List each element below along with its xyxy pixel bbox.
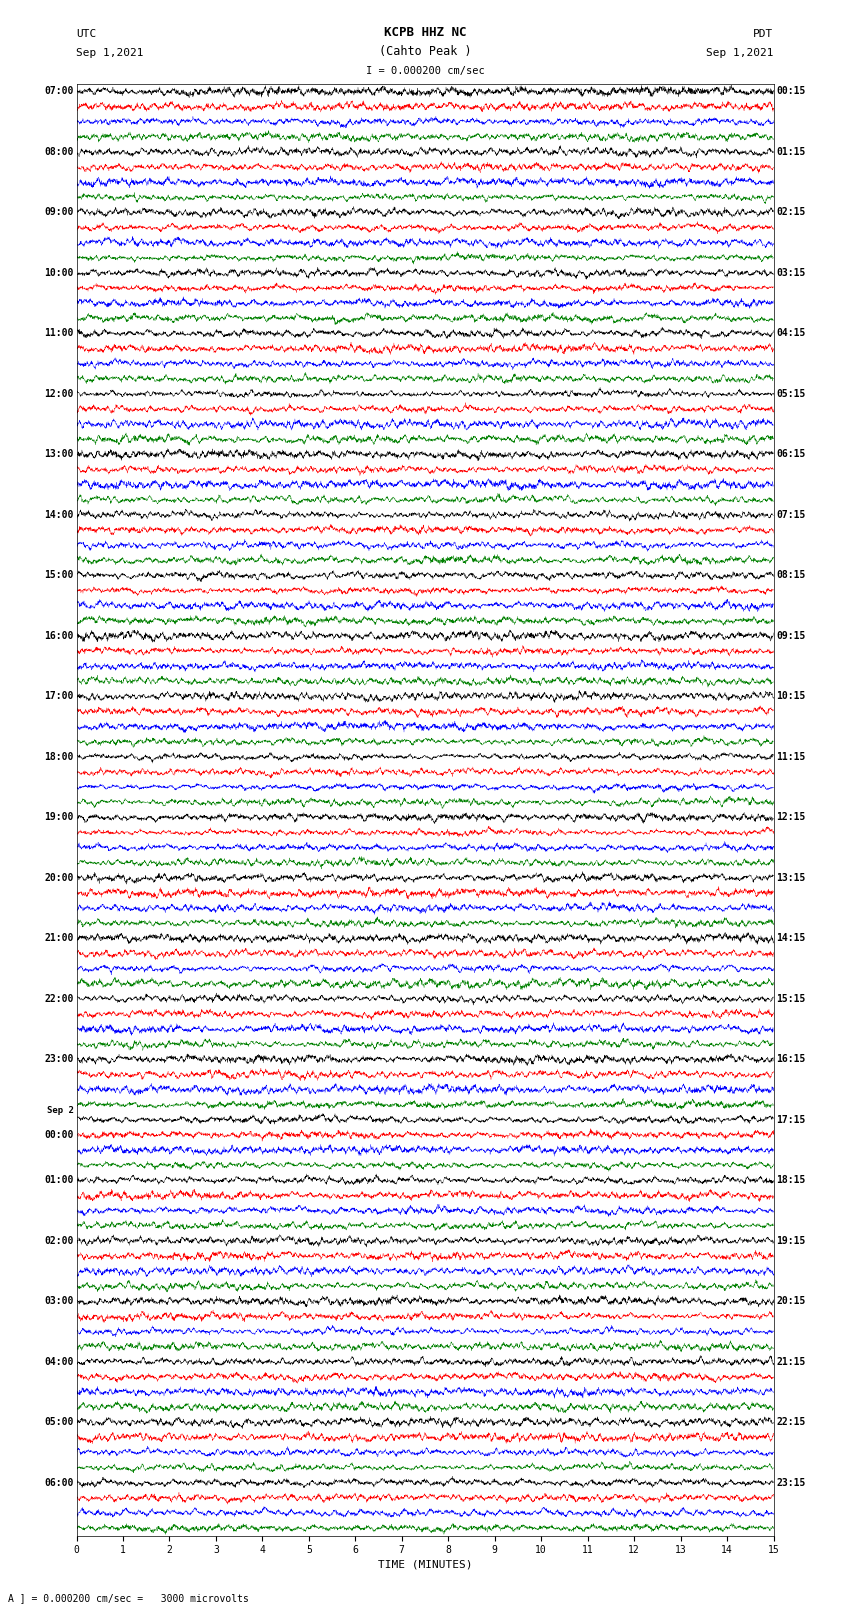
Text: 00:00: 00:00 [44, 1129, 74, 1140]
Text: 04:00: 04:00 [44, 1357, 74, 1366]
Text: 23:15: 23:15 [776, 1478, 806, 1487]
Text: 19:15: 19:15 [776, 1236, 806, 1245]
Text: 21:00: 21:00 [44, 934, 74, 944]
Text: 00:15: 00:15 [776, 87, 806, 97]
Text: 14:00: 14:00 [44, 510, 74, 519]
Text: 11:00: 11:00 [44, 329, 74, 339]
Text: 07:00: 07:00 [44, 87, 74, 97]
Text: 20:15: 20:15 [776, 1297, 806, 1307]
Text: PDT: PDT [753, 29, 774, 39]
Text: 07:15: 07:15 [776, 510, 806, 519]
Text: KCPB HHZ NC: KCPB HHZ NC [383, 26, 467, 39]
Text: Sep 2: Sep 2 [47, 1107, 74, 1115]
Text: 12:00: 12:00 [44, 389, 74, 398]
Text: 06:00: 06:00 [44, 1478, 74, 1487]
Text: 05:00: 05:00 [44, 1418, 74, 1428]
Text: 02:00: 02:00 [44, 1236, 74, 1245]
Text: A ] = 0.000200 cm/sec =   3000 microvolts: A ] = 0.000200 cm/sec = 3000 microvolts [8, 1594, 249, 1603]
X-axis label: TIME (MINUTES): TIME (MINUTES) [377, 1560, 473, 1569]
Text: 23:00: 23:00 [44, 1055, 74, 1065]
Text: 16:15: 16:15 [776, 1055, 806, 1065]
Text: 17:00: 17:00 [44, 692, 74, 702]
Text: 08:00: 08:00 [44, 147, 74, 156]
Text: 06:15: 06:15 [776, 450, 806, 460]
Text: 20:00: 20:00 [44, 873, 74, 882]
Text: 09:00: 09:00 [44, 208, 74, 218]
Text: 22:00: 22:00 [44, 994, 74, 1003]
Text: 13:15: 13:15 [776, 873, 806, 882]
Text: 22:15: 22:15 [776, 1418, 806, 1428]
Text: 03:15: 03:15 [776, 268, 806, 277]
Text: 13:00: 13:00 [44, 450, 74, 460]
Text: Sep 1,2021: Sep 1,2021 [706, 48, 774, 58]
Text: 09:15: 09:15 [776, 631, 806, 640]
Text: 11:15: 11:15 [776, 752, 806, 761]
Text: 05:15: 05:15 [776, 389, 806, 398]
Text: 18:15: 18:15 [776, 1176, 806, 1186]
Text: 04:15: 04:15 [776, 329, 806, 339]
Text: 10:00: 10:00 [44, 268, 74, 277]
Text: UTC: UTC [76, 29, 97, 39]
Text: 21:15: 21:15 [776, 1357, 806, 1366]
Text: 17:15: 17:15 [776, 1115, 806, 1124]
Text: 01:15: 01:15 [776, 147, 806, 156]
Text: 15:00: 15:00 [44, 571, 74, 581]
Text: 14:15: 14:15 [776, 934, 806, 944]
Text: 16:00: 16:00 [44, 631, 74, 640]
Text: 02:15: 02:15 [776, 208, 806, 218]
Text: 12:15: 12:15 [776, 813, 806, 823]
Text: 19:00: 19:00 [44, 813, 74, 823]
Text: I = 0.000200 cm/sec: I = 0.000200 cm/sec [366, 66, 484, 76]
Text: 08:15: 08:15 [776, 571, 806, 581]
Text: 15:15: 15:15 [776, 994, 806, 1003]
Text: Sep 1,2021: Sep 1,2021 [76, 48, 144, 58]
Text: (Cahto Peak ): (Cahto Peak ) [379, 45, 471, 58]
Text: 10:15: 10:15 [776, 692, 806, 702]
Text: 01:00: 01:00 [44, 1176, 74, 1186]
Text: 18:00: 18:00 [44, 752, 74, 761]
Text: 03:00: 03:00 [44, 1297, 74, 1307]
